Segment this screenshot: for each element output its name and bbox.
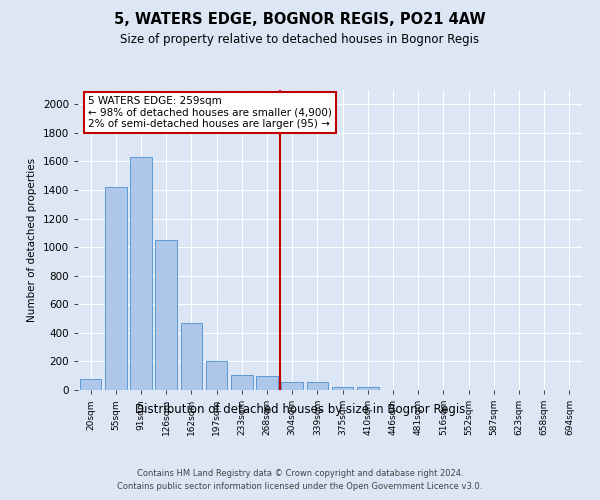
Text: Contains public sector information licensed under the Open Government Licence v3: Contains public sector information licen… <box>118 482 482 491</box>
Text: Size of property relative to detached houses in Bognor Regis: Size of property relative to detached ho… <box>121 32 479 46</box>
Bar <box>281 382 303 390</box>
Bar <box>307 382 328 390</box>
Text: Contains HM Land Registry data © Crown copyright and database right 2024.: Contains HM Land Registry data © Crown c… <box>137 468 463 477</box>
Bar <box>155 240 177 390</box>
Bar <box>80 380 101 390</box>
Bar <box>357 387 379 390</box>
Bar <box>105 187 127 390</box>
Bar <box>130 157 152 390</box>
Bar <box>256 376 278 390</box>
Bar <box>332 387 353 390</box>
Text: 5, WATERS EDGE, BOGNOR REGIS, PO21 4AW: 5, WATERS EDGE, BOGNOR REGIS, PO21 4AW <box>114 12 486 28</box>
Bar <box>181 323 202 390</box>
Bar <box>206 362 227 390</box>
Bar <box>231 375 253 390</box>
Text: Distribution of detached houses by size in Bognor Regis: Distribution of detached houses by size … <box>135 402 465 415</box>
Text: 5 WATERS EDGE: 259sqm
← 98% of detached houses are smaller (4,900)
2% of semi-de: 5 WATERS EDGE: 259sqm ← 98% of detached … <box>88 96 332 129</box>
Y-axis label: Number of detached properties: Number of detached properties <box>27 158 37 322</box>
